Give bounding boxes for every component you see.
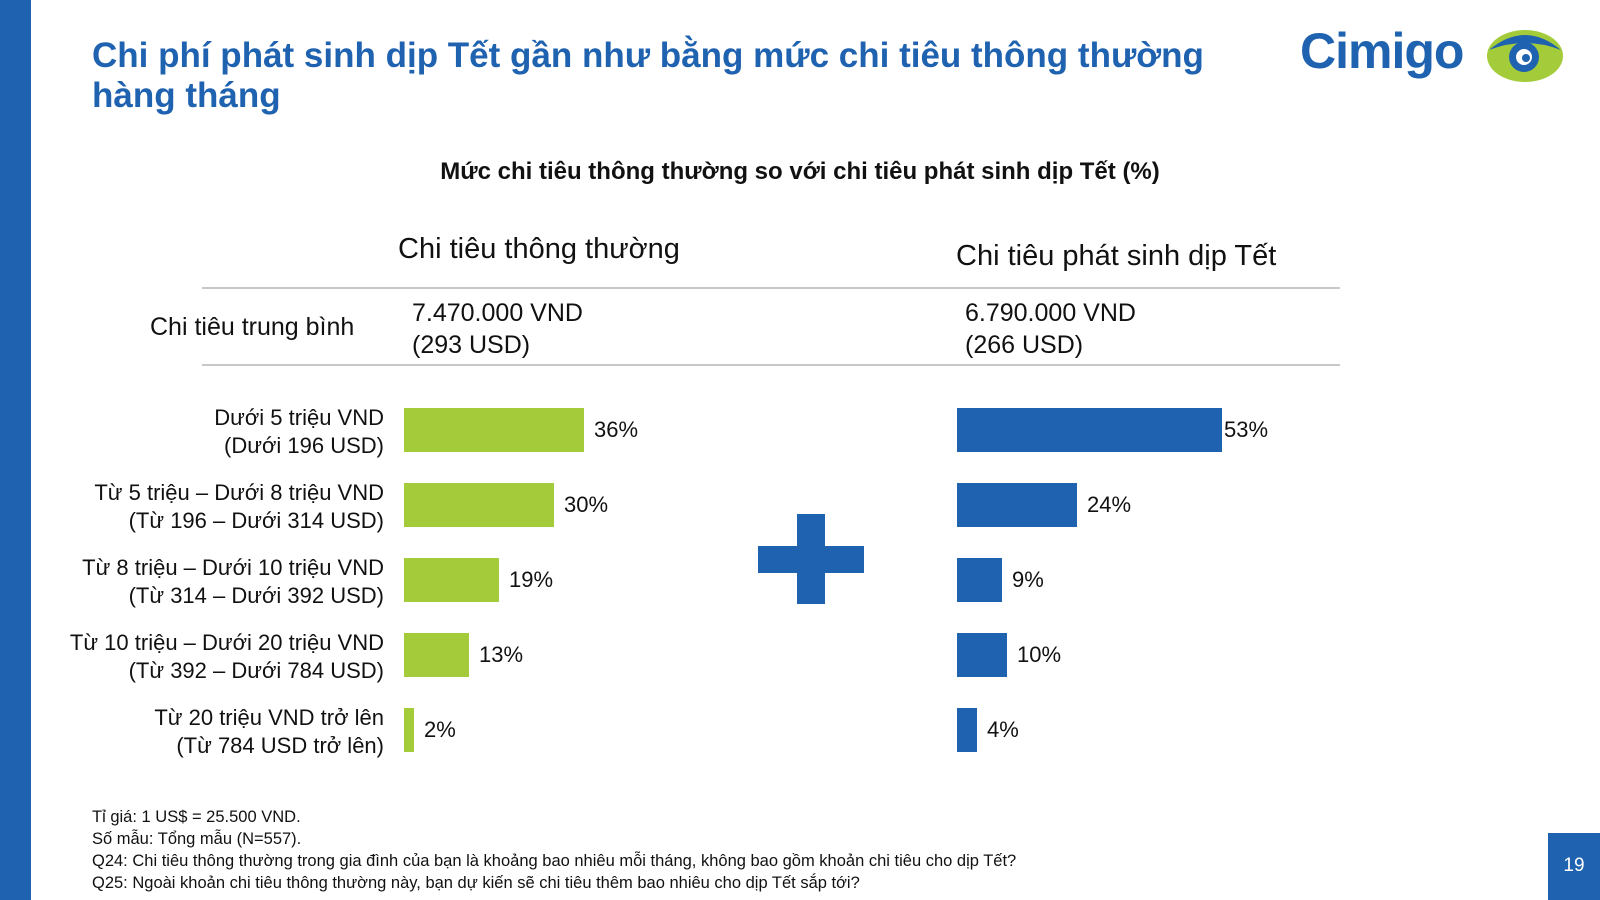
footnotes: Tỉ giá: 1 US$ = 25.500 VND. Số mẫu: Tổng… xyxy=(92,806,1016,894)
right-average-vnd: 6.790.000 VND xyxy=(965,299,1136,327)
category-label-line1: Từ 10 triệu – Dưới 20 triệu VND xyxy=(69,630,384,655)
cimigo-logo: Cimigo xyxy=(1300,22,1563,92)
left-accent-bar xyxy=(0,0,31,900)
category-label: Từ 5 triệu – Dưới 8 triệu VND (Từ 196 – D… xyxy=(94,479,384,535)
tet-spending-bar xyxy=(957,633,1007,677)
category-label-line2: (Từ 392 – Dưới 784 USD) xyxy=(128,658,384,683)
category-label-line1: Dưới 5 triệu VND xyxy=(214,405,384,430)
category-label-line1: Từ 5 triệu – Dưới 8 triệu VND xyxy=(94,480,384,505)
category-label-line1: Từ 8 triệu – Dưới 10 triệu VND xyxy=(82,555,384,580)
left-average-value: 7.470.000 VND (293 USD) xyxy=(412,297,583,361)
page-title: Chi phí phát sinh dịp Tết gần như bằng m… xyxy=(92,36,1204,115)
regular-spending-bar xyxy=(404,558,499,602)
regular-spending-value-label: 13% xyxy=(479,642,524,667)
tet-spending-value-label: 4% xyxy=(987,717,1019,742)
divider-top xyxy=(202,287,1340,289)
category-label: Dưới 5 triệu VND (Dưới 196 USD) xyxy=(214,404,384,460)
category-label-line2: (Từ 196 – Dưới 314 USD) xyxy=(128,508,384,533)
logo-text: Cimigo xyxy=(1300,23,1464,79)
tet-spending-bar xyxy=(957,408,1222,452)
regular-spending-value-label: 2% xyxy=(424,717,456,742)
tet-spending-value-label: 9% xyxy=(1012,567,1044,592)
chart-subtitle: Mức chi tiêu thông thường so với chi tiê… xyxy=(440,158,1160,185)
eye-logo-icon xyxy=(1487,30,1563,82)
right-average-value: 6.790.000 VND (266 USD) xyxy=(965,297,1136,361)
regular-spending-value-label: 36% xyxy=(594,417,639,442)
category-label-line1: Từ 20 triệu VND trở lên xyxy=(154,705,384,730)
tet-spending-value-label: 10% xyxy=(1017,642,1062,667)
category-label: Từ 10 triệu – Dưới 20 triệu VND (Từ 392 –… xyxy=(70,629,384,685)
regular-spending-value-label: 30% xyxy=(564,492,609,517)
left-average-vnd: 7.470.000 VND xyxy=(412,299,583,327)
page-number: 19 xyxy=(1548,833,1600,900)
average-label: Chi tiêu trung bình xyxy=(150,313,355,341)
regular-spending-bar xyxy=(404,633,469,677)
footnote-exchange-rate: Tỉ giá: 1 US$ = 25.500 VND. xyxy=(92,808,301,826)
category-label: Từ 8 triệu – Dưới 10 triệu VND (Từ 314 – … xyxy=(82,554,384,610)
tet-spending-value-label: 24% xyxy=(1087,492,1132,517)
category-label-line2: (Từ 314 – Dưới 392 USD) xyxy=(128,583,384,608)
category-label-line2: (Dưới 196 USD) xyxy=(224,433,384,458)
regular-spending-bar xyxy=(404,708,414,752)
category-label-line2: (Từ 784 USD trở lên) xyxy=(176,733,384,758)
right-average-usd: (266 USD) xyxy=(965,331,1084,359)
left-average-usd: (293 USD) xyxy=(412,331,531,359)
tet-spending-bar xyxy=(957,558,1002,602)
footnote-q25: Q25: Ngoài khoản chi tiêu thông thường n… xyxy=(92,874,860,892)
regular-spending-bar xyxy=(404,408,584,452)
right-column-header: Chi tiêu phát sinh dịp Tết xyxy=(956,240,1277,272)
regular-spending-value-label: 19% xyxy=(509,567,554,592)
footnote-q24: Q24: Chi tiêu thông thường trong gia đìn… xyxy=(92,852,1017,870)
divider-bottom xyxy=(202,364,1340,366)
footnote-sample: Số mẫu: Tổng mẫu (N=557). xyxy=(92,830,302,848)
tet-spending-value-label: 53% xyxy=(1224,417,1269,442)
plus-icon-horizontal xyxy=(758,546,864,573)
left-column-header: Chi tiêu thông thường xyxy=(398,233,680,265)
tet-spending-bar xyxy=(957,708,977,752)
category-label: Từ 20 triệu VND trở lên (Từ 784 USD trở l… xyxy=(154,704,384,760)
tet-spending-bar xyxy=(957,483,1077,527)
regular-spending-bar xyxy=(404,483,554,527)
